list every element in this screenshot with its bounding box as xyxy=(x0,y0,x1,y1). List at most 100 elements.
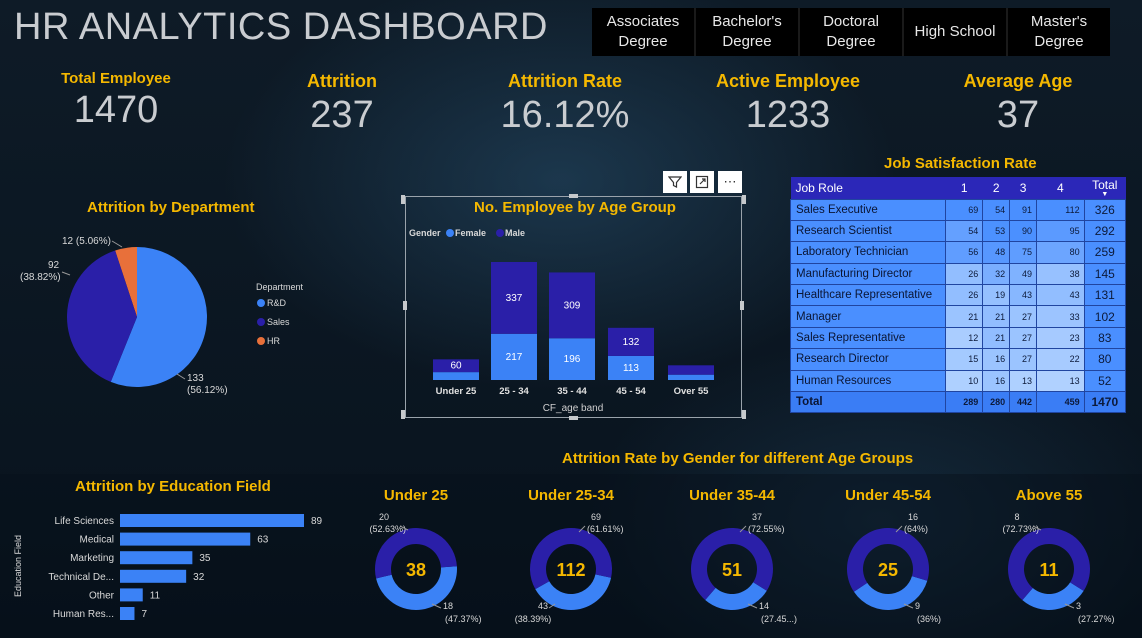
rating-cell: 10 xyxy=(945,369,984,393)
attrition-by-department-pie[interactable]: 12 (5.06%) 92(38.82%) 133(56.12%) Departmen… xyxy=(0,225,330,405)
employee-by-age-group-chart[interactable]: Gender Female Male 60 Under 25 217 337 25 - 34 1… xyxy=(405,220,742,418)
column-header[interactable]: 2 xyxy=(982,177,1010,199)
data-label: (72.55%) xyxy=(748,524,785,534)
attrition-by-education-field-chart[interactable]: Education Field Life Sciences 89 Medical 63 M… xyxy=(0,500,345,630)
education-slicer: Associates Degree Bachelor's Degree Doct… xyxy=(592,8,1110,56)
bar[interactable] xyxy=(120,551,193,565)
total-rating-cell: 442 xyxy=(1009,391,1038,414)
kpi-label: Attrition xyxy=(307,71,377,91)
bar[interactable] xyxy=(120,569,187,583)
legend-marker xyxy=(257,337,265,345)
data-label: 132 xyxy=(623,337,640,348)
bar[interactable] xyxy=(120,588,143,602)
donut-title: Under 35-44 xyxy=(689,487,776,504)
rating-cell: 26 xyxy=(945,262,984,286)
job-role-cell: Sales Representative xyxy=(789,326,947,350)
leader-line xyxy=(1064,603,1075,609)
x-tick-label: Under 25 xyxy=(436,386,477,397)
selected-visual-frame[interactable] xyxy=(401,194,746,420)
bar-segment-female[interactable] xyxy=(433,372,479,380)
bar-segment-male[interactable] xyxy=(491,262,537,334)
donut-segment-male[interactable] xyxy=(530,528,612,590)
slicer-masters-degree[interactable]: Master's Degree xyxy=(1030,13,1088,50)
job-role-cell: Human Resources xyxy=(789,369,947,393)
more-options-icon[interactable]: ⋯ xyxy=(718,171,742,193)
column-header-total[interactable]: Total ▼ xyxy=(1084,177,1126,199)
table-row[interactable]: Research Director 15 16 27 22 80 xyxy=(789,348,1127,371)
slicer-bachelors-degree[interactable]: Bachelor's Degree xyxy=(696,8,800,56)
leader-line xyxy=(431,603,442,609)
x-tick-label: 35 - 44 xyxy=(557,386,587,397)
donut-segment-female[interactable] xyxy=(853,576,928,611)
table-row[interactable]: Sales Representative 12 21 27 23 83 xyxy=(789,326,1127,350)
donut-title: Under 25-34 xyxy=(528,487,615,504)
rating-cell: 43 xyxy=(1009,284,1038,307)
rating-cell: 13 xyxy=(1009,369,1038,393)
donut-segment-male[interactable] xyxy=(691,528,774,601)
rating-cell: 38 xyxy=(1036,262,1085,286)
chart-title: No. Employee by Age Group xyxy=(474,199,676,216)
table-row[interactable]: Manager 21 21 27 33 102 xyxy=(789,305,1127,328)
slicer-associates-degree[interactable]: Associates Degree xyxy=(592,8,696,56)
data-label: 217 xyxy=(506,352,523,363)
bar-segment-female[interactable] xyxy=(491,333,537,380)
donut-segment-male[interactable] xyxy=(375,528,457,579)
donut-segment-female[interactable] xyxy=(535,574,612,610)
bar-segment-male[interactable] xyxy=(608,327,654,356)
table-header-row: Job Role 1 2 3 4 Total ▼ xyxy=(790,177,1126,199)
data-label: 14 xyxy=(759,601,769,611)
bar-segment-female[interactable] xyxy=(608,355,654,380)
donut-segment-female[interactable] xyxy=(705,582,767,610)
pie-slice-rd[interactable] xyxy=(110,247,208,387)
donut-segment-male[interactable] xyxy=(847,528,929,592)
data-label: 18 xyxy=(443,601,453,611)
y-tick-label: Other xyxy=(89,590,115,601)
focus-mode-icon[interactable] xyxy=(690,171,714,193)
bar-segment-male[interactable] xyxy=(549,272,595,339)
donut-segment-female[interactable] xyxy=(376,566,457,611)
filter-icon[interactable] xyxy=(663,171,687,193)
slicer-high-school[interactable]: High School xyxy=(904,8,1008,56)
bar-segment-male[interactable] xyxy=(668,365,714,375)
job-role-cell: Sales Executive xyxy=(789,198,947,221)
slicer-doctoral-degree[interactable]: Doctoral Degree xyxy=(800,8,904,56)
bar-segment-female[interactable] xyxy=(668,374,714,380)
donut-center-value: 38 xyxy=(406,560,426,580)
total-cell: 292 xyxy=(1083,219,1127,243)
y-tick-label: Life Sciences xyxy=(55,516,114,527)
bar[interactable] xyxy=(120,607,135,620)
donut-title: Under 25 xyxy=(384,487,448,504)
sort-desc-icon: ▼ xyxy=(1101,190,1109,198)
rating-cell: 56 xyxy=(945,241,984,264)
donut-center-value: 25 xyxy=(878,560,898,580)
kpi-value: 37 xyxy=(996,94,1040,136)
column-header[interactable]: 1 xyxy=(945,177,983,199)
table-row[interactable]: Healthcare Representative 26 19 43 43 131 xyxy=(789,284,1127,307)
data-label: 43 xyxy=(538,601,548,611)
bar-segment-female[interactable] xyxy=(549,338,595,380)
bar[interactable] xyxy=(120,514,304,527)
column-header[interactable]: Job Role xyxy=(790,177,946,199)
donut-segment-male[interactable] xyxy=(1008,528,1090,601)
rating-cell: 54 xyxy=(982,198,1011,221)
pie-slice-sales[interactable] xyxy=(66,250,137,382)
column-header[interactable]: 3 xyxy=(1009,177,1037,199)
data-label: 16 xyxy=(908,512,918,522)
table-row[interactable]: Sales Executive 69 54 91 112 326 xyxy=(789,198,1127,221)
column-header[interactable]: 4 xyxy=(1036,177,1085,199)
kpi-value: 237 xyxy=(310,94,374,136)
pie-slice-hr[interactable] xyxy=(115,247,137,317)
rating-cell: 21 xyxy=(945,305,984,328)
table-row[interactable]: Research Scientist 54 53 90 95 292 xyxy=(789,219,1127,243)
table-row[interactable]: Human Resources 10 16 13 13 52 xyxy=(789,369,1127,393)
table-row[interactable]: Manufacturing Director 26 32 49 38 145 xyxy=(789,262,1127,286)
bar-segment-male[interactable] xyxy=(433,359,479,373)
bar[interactable] xyxy=(120,532,251,546)
table-row[interactable]: Laboratory Technician 56 48 75 80 259 xyxy=(789,241,1127,264)
y-axis-label: Education Field xyxy=(13,535,23,597)
rating-cell: 90 xyxy=(1009,219,1038,243)
data-label: 8 xyxy=(1014,512,1019,522)
donut-segment-female[interactable] xyxy=(1022,582,1084,610)
data-label: (72.73%) xyxy=(1002,524,1039,534)
